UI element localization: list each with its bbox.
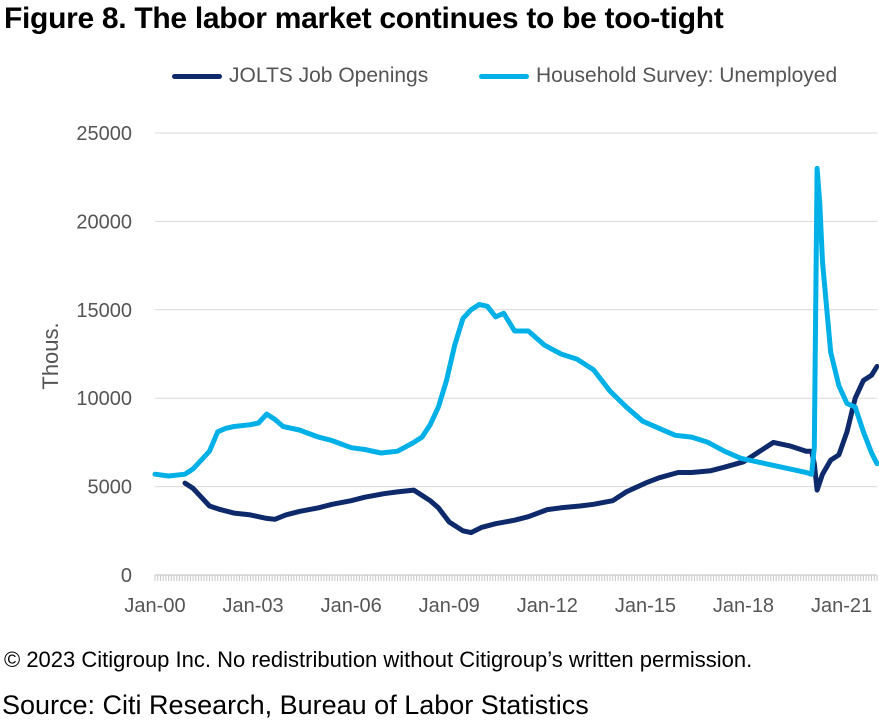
x-tick-label: Jan-09 (419, 595, 480, 617)
legend-swatch-unemployed (479, 73, 529, 79)
series-line-jolts (182, 363, 879, 536)
legend-item-unemployed: Household Survey: Unemployed (479, 64, 837, 88)
line-chart: 0 5000 10000 15000 20000 25000 Jan-00 Jan-03 Jan… (38, 123, 879, 617)
series-line-unemployed (152, 165, 879, 479)
legend-item-jolts: JOLTS Job Openings (172, 64, 428, 88)
x-tick-label: Jan-03 (223, 595, 284, 617)
x-tick-label: Jan-15 (615, 595, 676, 617)
y-axis-label: Thous. (38, 322, 63, 389)
y-tick-label: 5000 (88, 477, 133, 499)
y-tick-label: 10000 (76, 388, 132, 410)
y-tick-label: 25000 (76, 123, 132, 145)
axes: 0 5000 10000 15000 20000 25000 Jan-00 Jan-03 Jan… (76, 123, 878, 617)
source-note: Source: Citi Research, Bureau of Labor S… (2, 690, 589, 720)
copyright-note: © 2023 Citigroup Inc. No redistribution … (4, 647, 753, 672)
chart-title: Figure 8. The labor market continues to … (4, 2, 724, 35)
legend-label-unemployed: Household Survey: Unemployed (536, 64, 838, 87)
chart-legend: JOLTS Job Openings Household Survey: Une… (0, 64, 879, 94)
x-tick-label: Jan-06 (321, 595, 382, 617)
y-tick-label: 20000 (76, 211, 132, 233)
gridlines (155, 132, 877, 488)
series-lines (152, 165, 879, 536)
x-tick-label: Jan-00 (124, 595, 185, 617)
x-tick-label: Jan-21 (811, 595, 872, 617)
x-tick-label: Jan-12 (517, 595, 578, 617)
y-tick-label: 15000 (76, 300, 132, 322)
y-tick-label: 0 (121, 565, 132, 587)
x-tick-label: Jan-18 (713, 595, 774, 617)
legend-swatch-jolts (172, 73, 222, 79)
legend-label-jolts: JOLTS Job Openings (229, 64, 429, 87)
